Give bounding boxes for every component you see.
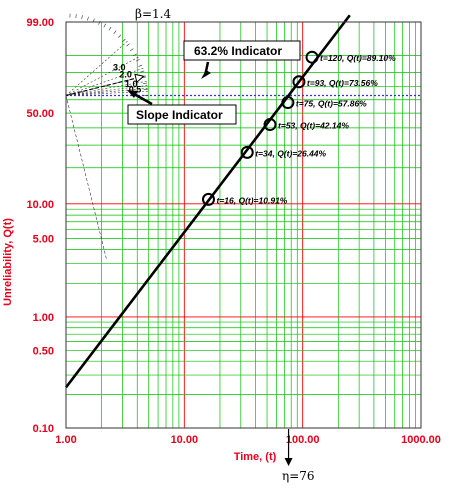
data-point-label: t=53, Q(t)=42.14% [278, 121, 349, 131]
slope-indicator-label: Slope Indicator [136, 108, 223, 122]
indicator-632-label: 63.2% Indicator [194, 44, 282, 58]
data-point [281, 96, 295, 110]
slope-perpendicular-line [65, 95, 108, 261]
slope-fan-label: 1.0 [125, 79, 138, 89]
slope-indicator-arrow [133, 92, 153, 106]
indicator-632-arrow [203, 61, 210, 77]
slope-fan-tick [81, 15, 83, 20]
data-point-label: t=16, Q(t)=10.91% [216, 195, 287, 205]
data-point [263, 118, 277, 132]
x-tick-label: 1000.00 [401, 434, 441, 446]
data-point [305, 50, 319, 64]
slope-fan-beta-arrow [134, 73, 145, 84]
slope-indicator-box [127, 104, 237, 125]
data-point-label: t=34, Q(t)=26.44% [255, 148, 326, 158]
y-tick-labels: 99.00 50.00 10.00 5.00 1.00 0.50 0.10 [26, 17, 54, 435]
x-tick-label: 100.00 [286, 434, 320, 446]
slope-fan-label: 0.5 [129, 84, 142, 94]
eta-marker-arrow [284, 458, 293, 466]
slope-fan-tick [108, 26, 112, 31]
data-points [201, 50, 319, 206]
slope-fan-tick [143, 82, 148, 84]
x-tick-label: 10.00 [171, 434, 199, 446]
x-tick-label: 1.00 [55, 434, 76, 446]
y-tick-label: 10.00 [26, 199, 54, 211]
data-point [240, 145, 254, 159]
slope-fan-tick [133, 53, 137, 57]
slope-fan: 3.02.01.00.5 [65, 13, 148, 261]
slope-fan-tick [140, 70, 145, 73]
slope-fan-tick [103, 23, 107, 28]
slope-fan-beta-ray [65, 77, 137, 97]
y-tick-label: 1.00 [33, 312, 54, 324]
y-tick-label: 99.00 [26, 17, 54, 29]
slope-fan-ray [65, 67, 144, 96]
data-point [292, 75, 306, 89]
slope-fan-ray [65, 56, 139, 96]
slope-fan-tick [87, 16, 89, 21]
y-tick-label: 50.00 [26, 108, 54, 120]
slope-fan-ray [65, 85, 148, 96]
slope-fan-tick [138, 64, 143, 67]
x-axis-title: Time, (t) [234, 451, 277, 463]
slope-fan-ray [65, 87, 148, 96]
data-point [201, 192, 215, 206]
chart-grid [66, 22, 421, 428]
slope-fan-tick [129, 48, 134, 52]
slope-fan-tick [135, 59, 140, 62]
y-tick-label: 5.00 [33, 233, 54, 245]
slope-fan-ray [65, 80, 147, 96]
slope-fan-tick [113, 30, 117, 34]
y-tick-label: 0.10 [33, 423, 54, 435]
plot-frame [65, 21, 422, 429]
y-axis-title: Unreliability, Q(t) [2, 218, 14, 306]
indicator-632-box [183, 40, 301, 61]
x-tick-labels: 1.00 10.00 100.00 1000.00 [55, 434, 441, 446]
slope-fan-label: 3.0 [113, 62, 126, 72]
slope-fan-tick [122, 38, 126, 42]
data-point-label: t=75, Q(t)=57.86% [296, 99, 367, 109]
slope-fan-label: 2.0 [119, 70, 132, 80]
data-point-label: t=93, Q(t)=73.56% [307, 78, 378, 88]
slope-fan-tick [75, 14, 77, 19]
data-point-label: t=120, Q(t)=89.10% [320, 53, 396, 63]
y-tick-label: 0.50 [33, 345, 54, 357]
point-labels: t=16, Q(t)=10.91% t=34, Q(t)=26.44% t=53, … [216, 53, 396, 205]
weibull-fit-line [64, 14, 351, 389]
slope-fan-tick [126, 43, 130, 47]
beta-label: β=1.4 [135, 7, 171, 21]
slope-fan-tick [118, 34, 122, 38]
slope-indicator-arrow-head [127, 90, 138, 98]
slope-fan-ray [65, 41, 128, 96]
eta-label: η=76 [282, 469, 315, 483]
